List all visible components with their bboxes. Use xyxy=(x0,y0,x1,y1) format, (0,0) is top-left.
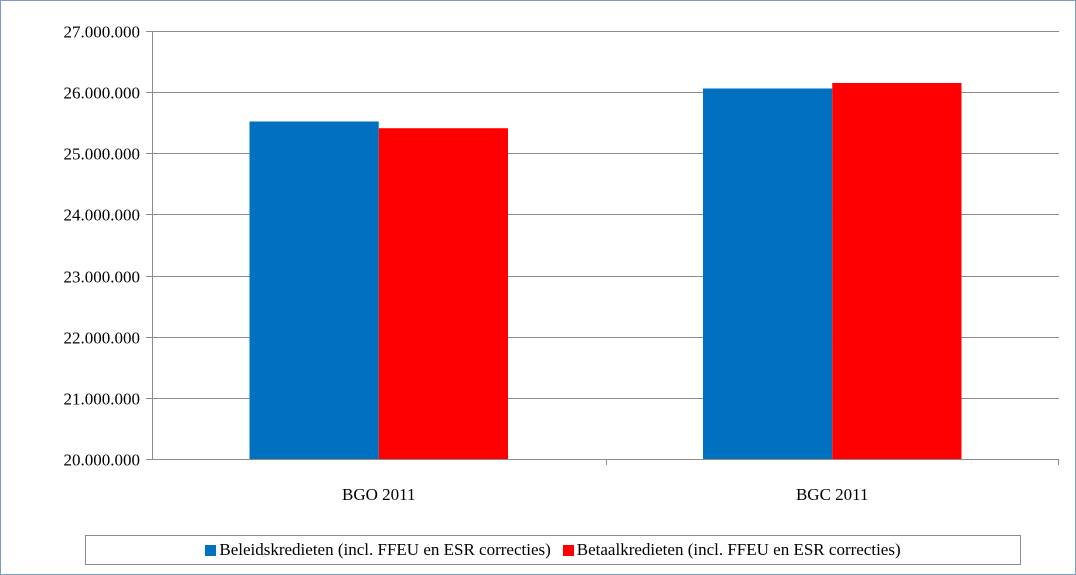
legend-label: Betaalkredieten (incl. FFEU en ESR corre… xyxy=(576,540,901,559)
bar xyxy=(832,82,962,459)
bar xyxy=(249,121,379,460)
y-tick-label: 23.000.000 xyxy=(64,268,141,287)
y-tick-label: 21.000.000 xyxy=(64,390,141,409)
y-tick-label: 25.000.000 xyxy=(64,145,141,164)
legend-item: Betaalkredieten (incl. FFEU en ESR corre… xyxy=(562,540,901,560)
bar xyxy=(703,88,833,459)
legend-label: Beleidskredieten (incl. FFEU en ESR corr… xyxy=(219,540,551,559)
bars xyxy=(249,82,962,460)
y-tick-label: 27.000.000 xyxy=(64,23,141,42)
y-tick-label: 24.000.000 xyxy=(64,206,141,225)
axis-labels: 20.000.000 21.000.000 22.000.000 23.000.000… xyxy=(64,23,869,505)
y-tick-label: 22.000.000 xyxy=(64,329,141,348)
legend-item: Beleidskredieten (incl. FFEU en ESR corr… xyxy=(205,540,551,560)
legend-swatch xyxy=(205,544,217,556)
bar xyxy=(378,128,508,459)
y-tick-label: 20.000.000 xyxy=(64,451,141,470)
x-tick-label: BGC 2011 xyxy=(796,485,869,504)
legend-swatch xyxy=(562,544,574,556)
y-tick-label: 26.000.000 xyxy=(64,84,141,103)
axes xyxy=(146,31,1059,465)
legend: Beleidskredieten (incl. FFEU en ESR corr… xyxy=(85,535,1021,565)
x-tick-label: BGO 2011 xyxy=(342,485,416,504)
